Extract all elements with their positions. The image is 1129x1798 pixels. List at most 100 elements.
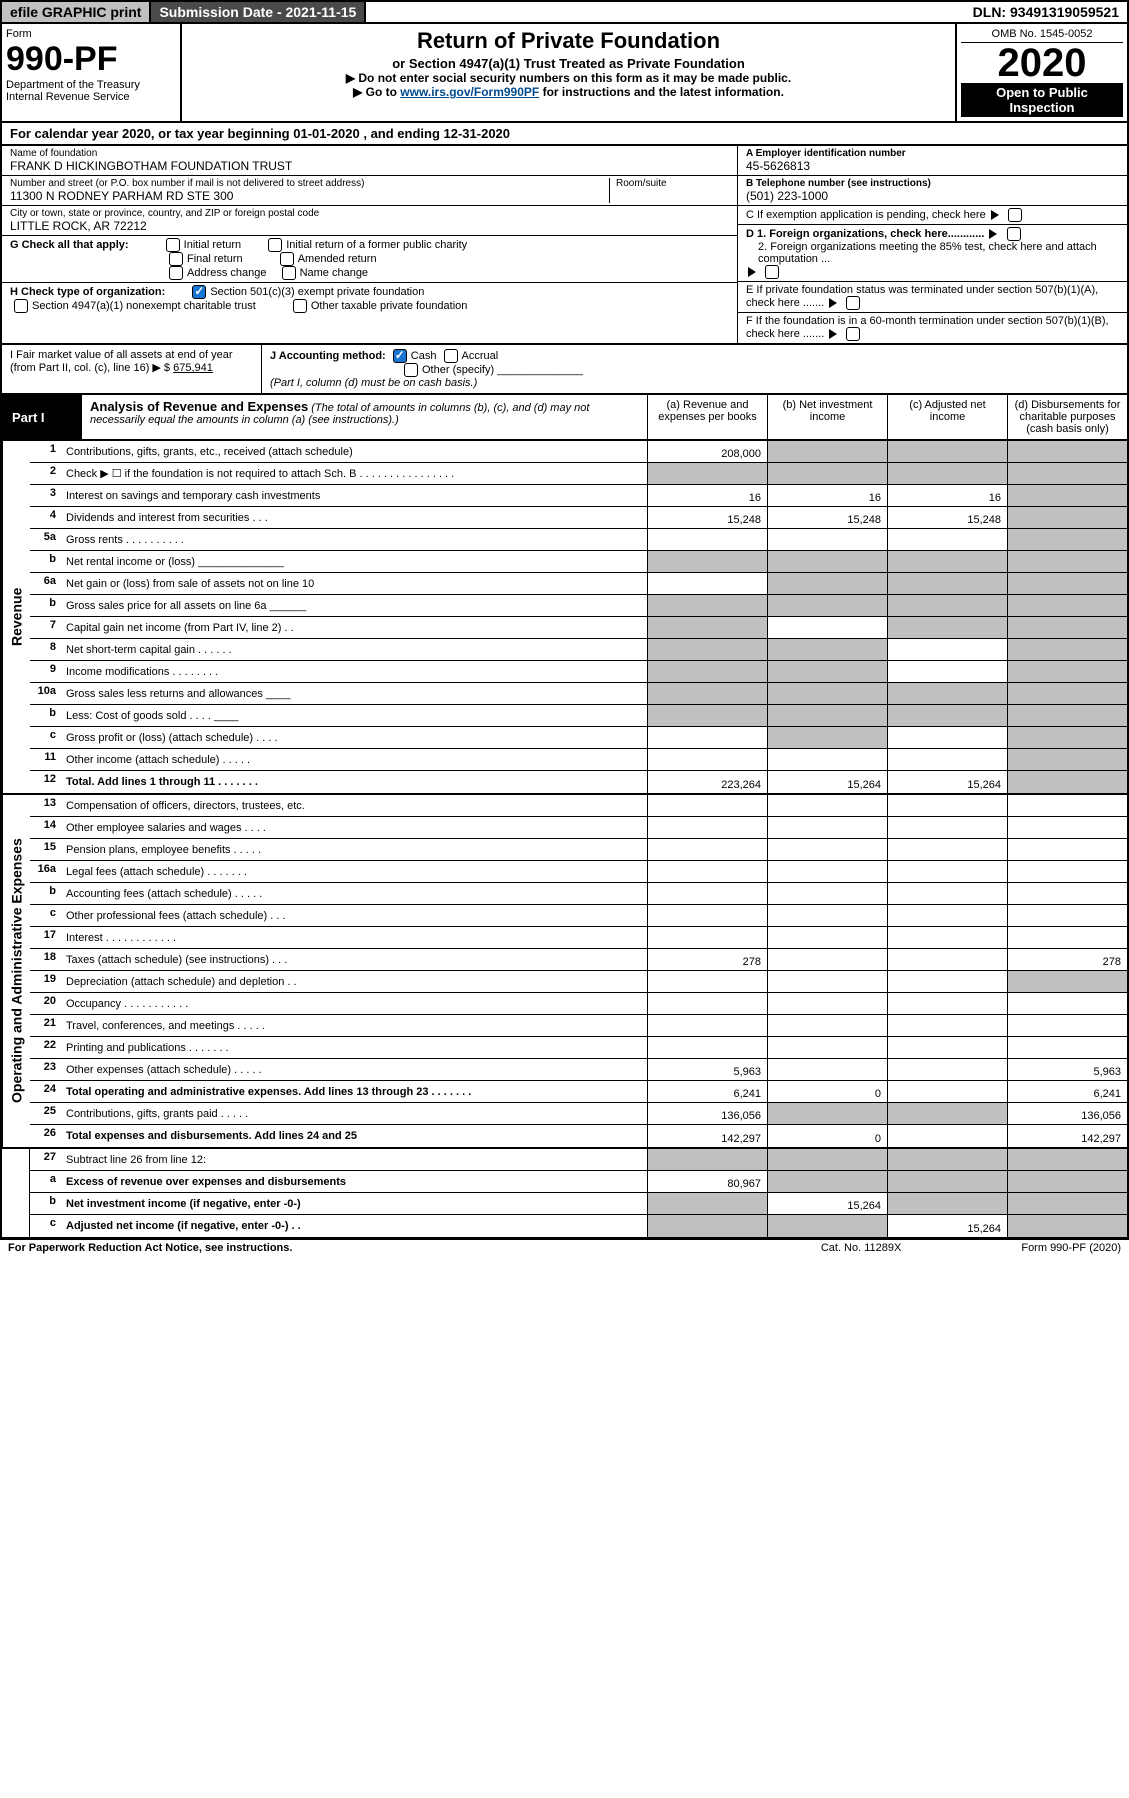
line-desc: Less: Cost of goods sold . . . . ____: [62, 705, 647, 726]
cell-b: [767, 749, 887, 770]
cell-d: 136,056: [1007, 1103, 1127, 1124]
dept-label: Department of the Treasury: [6, 79, 176, 91]
note-ssn: ▶ Do not enter social security numbers o…: [190, 71, 947, 85]
cb-final-return[interactable]: [169, 252, 183, 266]
table-row: 3Interest on savings and temporary cash …: [30, 485, 1127, 507]
arrow-icon: [748, 267, 756, 277]
line-number: 1: [30, 441, 62, 462]
line-number: 27: [30, 1149, 62, 1170]
cb-e[interactable]: [846, 296, 860, 310]
cb-4947[interactable]: [14, 299, 28, 313]
tax-year: 2020: [961, 43, 1123, 83]
cell-d: 278: [1007, 949, 1127, 970]
expense-rows: 13Compensation of officers, directors, t…: [30, 795, 1127, 1147]
line-number: 22: [30, 1037, 62, 1058]
cb-accrual[interactable]: [444, 349, 458, 363]
line-desc: Dividends and interest from securities .…: [62, 507, 647, 528]
cell-c: [887, 529, 1007, 550]
col-c-header: (c) Adjusted net income: [887, 395, 1007, 439]
header-right: OMB No. 1545-0052 2020 Open to Public In…: [957, 24, 1127, 121]
cell-b: [767, 1149, 887, 1170]
cell-a: 223,264: [647, 771, 767, 793]
cell-c: [887, 795, 1007, 816]
line-desc: Travel, conferences, and meetings . . . …: [62, 1015, 647, 1036]
cb-f[interactable]: [846, 327, 860, 341]
line-desc: Taxes (attach schedule) (see instruction…: [62, 949, 647, 970]
info-grid: Name of foundation FRANK D HICKINGBOTHAM…: [0, 146, 1129, 345]
cb-d2[interactable]: [765, 265, 779, 279]
table-row: cGross profit or (loss) (attach schedule…: [30, 727, 1127, 749]
g-checks: G Check all that apply: Initial return I…: [2, 236, 737, 283]
cb-address-change[interactable]: [169, 266, 183, 280]
cb-d1[interactable]: [1007, 227, 1021, 241]
cell-c: [887, 1081, 1007, 1102]
form-title: Return of Private Foundation: [190, 28, 947, 54]
cell-c: [887, 949, 1007, 970]
cb-amended[interactable]: [280, 252, 294, 266]
table-row: bAccounting fees (attach schedule) . . .…: [30, 883, 1127, 905]
inspection-badge: Open to Public Inspection: [961, 83, 1123, 117]
cell-a: [647, 683, 767, 704]
line-number: 3: [30, 485, 62, 506]
table-row: 12Total. Add lines 1 through 11 . . . . …: [30, 771, 1127, 793]
cell-d: [1007, 1149, 1127, 1170]
revenue-section: Revenue 1Contributions, gifts, grants, e…: [0, 441, 1129, 795]
table-row: 11Other income (attach schedule) . . . .…: [30, 749, 1127, 771]
cell-b: [767, 639, 887, 660]
line-desc: Total. Add lines 1 through 11 . . . . . …: [62, 771, 647, 793]
cell-a: [647, 749, 767, 770]
cell-a: [647, 883, 767, 904]
cb-name-change[interactable]: [282, 266, 296, 280]
cb-initial-public[interactable]: [268, 238, 282, 252]
arrow-icon: [829, 329, 837, 339]
cell-a: 278: [647, 949, 767, 970]
cell-c: [887, 551, 1007, 572]
line-desc: Capital gain net income (from Part IV, l…: [62, 617, 647, 638]
cb-other-taxable[interactable]: [293, 299, 307, 313]
efile-print-label[interactable]: efile GRAPHIC print: [2, 2, 149, 22]
table-row: 16aLegal fees (attach schedule) . . . . …: [30, 861, 1127, 883]
info-left: Name of foundation FRANK D HICKINGBOTHAM…: [2, 146, 737, 343]
line-desc: Gross sales price for all assets on line…: [62, 595, 647, 616]
cell-b: [767, 993, 887, 1014]
table-row: 1Contributions, gifts, grants, etc., rec…: [30, 441, 1127, 463]
arrow-icon: [989, 229, 997, 239]
cell-a: 142,297: [647, 1125, 767, 1147]
cell-a: [647, 905, 767, 926]
cell-a: [647, 839, 767, 860]
cell-c: [887, 971, 1007, 992]
cell-d: [1007, 749, 1127, 770]
table-row: 4Dividends and interest from securities …: [30, 507, 1127, 529]
cell-a: [647, 1215, 767, 1237]
dln-label: DLN: 93491319059521: [965, 2, 1127, 22]
cb-initial-return[interactable]: [166, 238, 180, 252]
cb-other[interactable]: [404, 363, 418, 377]
line-number: 18: [30, 949, 62, 970]
irs-link[interactable]: www.irs.gov/Form990PF: [400, 85, 539, 99]
cell-a: [647, 971, 767, 992]
cell-a: [647, 661, 767, 682]
phone-cell: B Telephone number (see instructions) (5…: [738, 176, 1127, 206]
line-desc: Gross profit or (loss) (attach schedule)…: [62, 727, 647, 748]
cell-c: [887, 1193, 1007, 1214]
header-middle: Return of Private Foundation or Section …: [182, 24, 957, 121]
line-number: 5a: [30, 529, 62, 550]
line-number: 15: [30, 839, 62, 860]
cell-c: [887, 749, 1007, 770]
table-row: 22Printing and publications . . . . . . …: [30, 1037, 1127, 1059]
line-desc: Net investment income (if negative, ente…: [62, 1193, 647, 1214]
cb-501c3[interactable]: [192, 285, 206, 299]
cell-c: [887, 683, 1007, 704]
line-number: 14: [30, 817, 62, 838]
cell-c: [887, 839, 1007, 860]
arrow-icon: [829, 298, 837, 308]
part1-label: Part I: [2, 395, 82, 439]
table-row: 13Compensation of officers, directors, t…: [30, 795, 1127, 817]
cell-c: [887, 1171, 1007, 1192]
cell-b: [767, 551, 887, 572]
cb-c[interactable]: [1008, 208, 1022, 222]
cb-cash[interactable]: [393, 349, 407, 363]
part1-desc: Analysis of Revenue and Expenses (The to…: [82, 395, 647, 439]
table-row: 23Other expenses (attach schedule) . . .…: [30, 1059, 1127, 1081]
cell-d: [1007, 507, 1127, 528]
